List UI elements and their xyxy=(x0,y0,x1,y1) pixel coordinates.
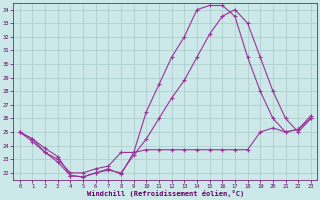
X-axis label: Windchill (Refroidissement éolien,°C): Windchill (Refroidissement éolien,°C) xyxy=(87,190,244,197)
